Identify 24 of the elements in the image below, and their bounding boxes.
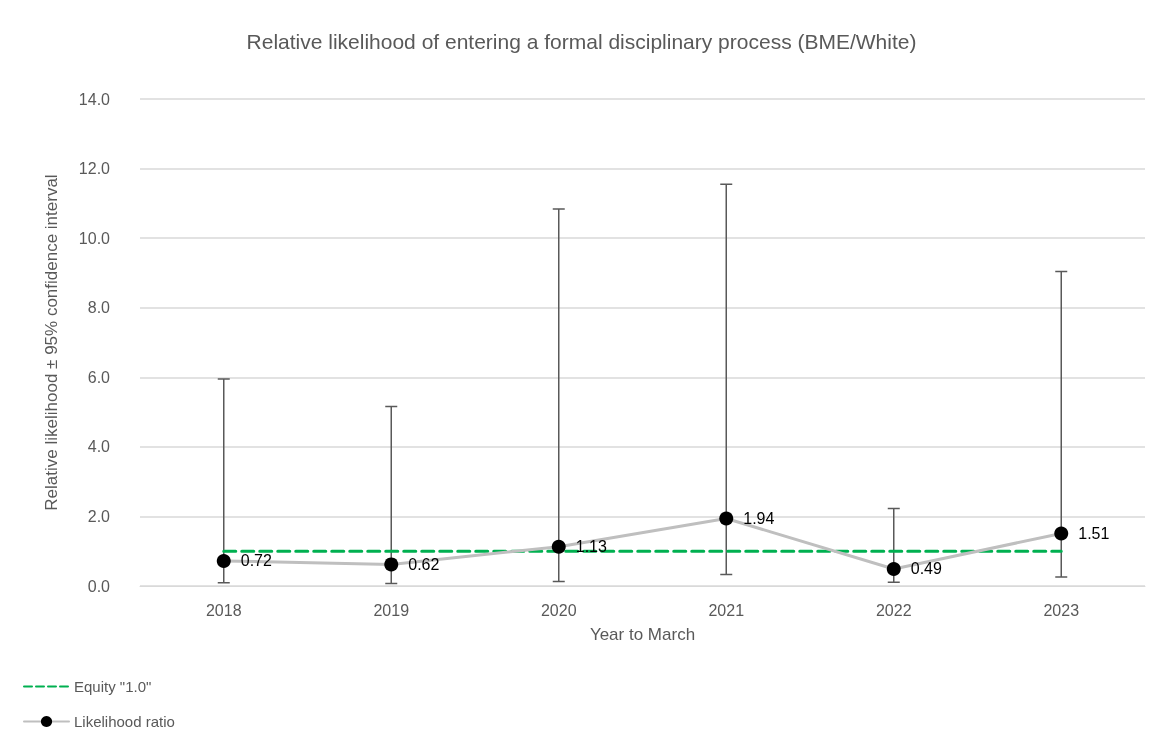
data-label: 0.72 <box>240 552 272 570</box>
y-tick-label: 0.0 <box>87 577 111 595</box>
y-tick-label: 8.0 <box>87 299 111 317</box>
legend-label: Likelihood ratio <box>74 713 175 730</box>
data-label: 1.51 <box>1078 524 1110 542</box>
y-tick-label: 2.0 <box>87 507 111 525</box>
x-tick-label: 2022 <box>875 601 912 619</box>
x-tick-label: 2023 <box>1043 601 1080 619</box>
x-tick-label: 2018 <box>205 601 242 619</box>
y-tick-label: 4.0 <box>87 438 111 456</box>
x-axis-title: Year to March <box>589 625 696 644</box>
data-label: 0.49 <box>910 560 942 578</box>
chart-title: Relative likelihood of entering a formal disciplinary process (BME/White) <box>246 30 917 53</box>
y-tick-label: 10.0 <box>78 229 111 247</box>
x-tick-label: 2019 <box>373 601 410 619</box>
x-tick-label: 2020 <box>540 601 577 619</box>
data-label: 0.62 <box>408 555 440 573</box>
legend-label: Equity "1.0" <box>74 678 152 695</box>
data-label: 1.94 <box>743 510 775 528</box>
x-tick-label: 2021 <box>708 601 745 619</box>
y-tick-label: 12.0 <box>78 160 111 178</box>
y-tick-label: 14.0 <box>78 90 111 108</box>
y-axis-title: Relative likelihood ± 95% confidence interval <box>42 174 61 511</box>
y-tick-label: 6.0 <box>87 368 111 386</box>
